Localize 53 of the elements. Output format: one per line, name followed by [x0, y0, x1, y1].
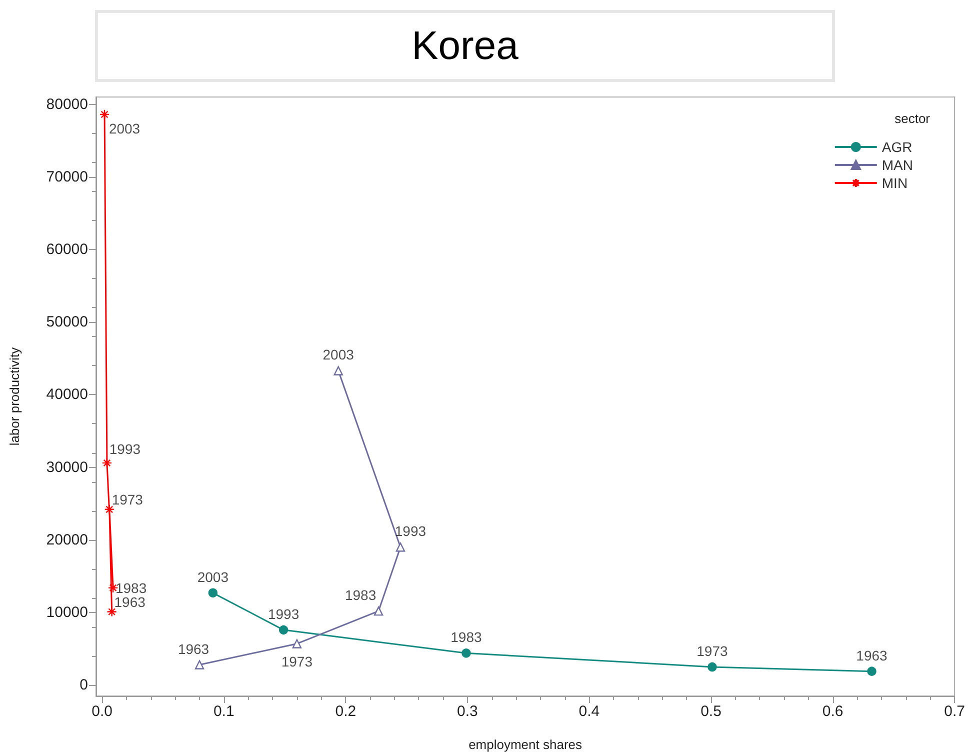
point — [99, 109, 110, 120]
point — [102, 458, 112, 468]
annotation: 1993 — [394, 523, 426, 540]
annotation: 1993 — [268, 606, 300, 622]
annotation: 2003 — [322, 346, 354, 363]
x-tick-label: 0.1 — [213, 703, 234, 720]
annotation: 1983 — [450, 629, 482, 646]
y-tick-label: 80000 — [46, 96, 88, 113]
point — [867, 666, 876, 676]
y-tick-label: 40000 — [46, 386, 88, 404]
legend-label: MIN — [882, 175, 908, 191]
point — [396, 542, 406, 552]
legend-label: MAN — [882, 157, 914, 173]
x-tick-label: 0.7 — [944, 703, 966, 720]
x-tick-label: 0.2 — [335, 703, 356, 720]
annotation: 1963 — [178, 640, 210, 657]
y-tick-label: 50000 — [46, 314, 88, 331]
x-axis-title: employment shares — [468, 737, 582, 752]
annotation: 1993 — [109, 440, 141, 457]
y-tick-label: 70000 — [46, 168, 88, 186]
annotation: 1973 — [112, 491, 144, 508]
x-tick-label: 0.6 — [822, 703, 844, 720]
y-tick-label: 0 — [80, 676, 88, 694]
legend-label: AGR — [882, 139, 912, 155]
point — [106, 606, 117, 617]
annotation: 1983 — [344, 587, 376, 604]
point — [334, 366, 343, 376]
point — [292, 639, 302, 648]
annotation: 2003 — [197, 568, 229, 585]
point — [708, 662, 717, 672]
y-tick-label: 20000 — [46, 531, 88, 548]
annotation: 1963 — [114, 594, 146, 610]
annotation: 2003 — [108, 120, 140, 136]
y-tick-label: 30000 — [46, 458, 88, 476]
x-tick-label: 0.4 — [578, 703, 600, 720]
y-tick-label: 10000 — [46, 604, 88, 622]
annotation: 1963 — [856, 647, 888, 664]
x-tick-label: 0.3 — [457, 703, 478, 720]
annotation: 1973 — [281, 654, 313, 670]
point — [104, 504, 114, 514]
legend-title: sector — [894, 111, 931, 126]
annotation: 1983 — [115, 580, 147, 596]
annotation: 1973 — [696, 642, 728, 659]
point — [208, 588, 218, 598]
point — [278, 625, 288, 635]
x-tick-label: 0.5 — [700, 703, 722, 720]
x-tick-label: 0.0 — [92, 703, 113, 720]
y-tick-label: 60000 — [46, 240, 88, 258]
point — [462, 648, 471, 658]
point — [374, 606, 384, 616]
chart-title: Korea — [95, 10, 835, 82]
point — [194, 660, 204, 670]
y-axis-title: labor productivity — [7, 346, 22, 446]
